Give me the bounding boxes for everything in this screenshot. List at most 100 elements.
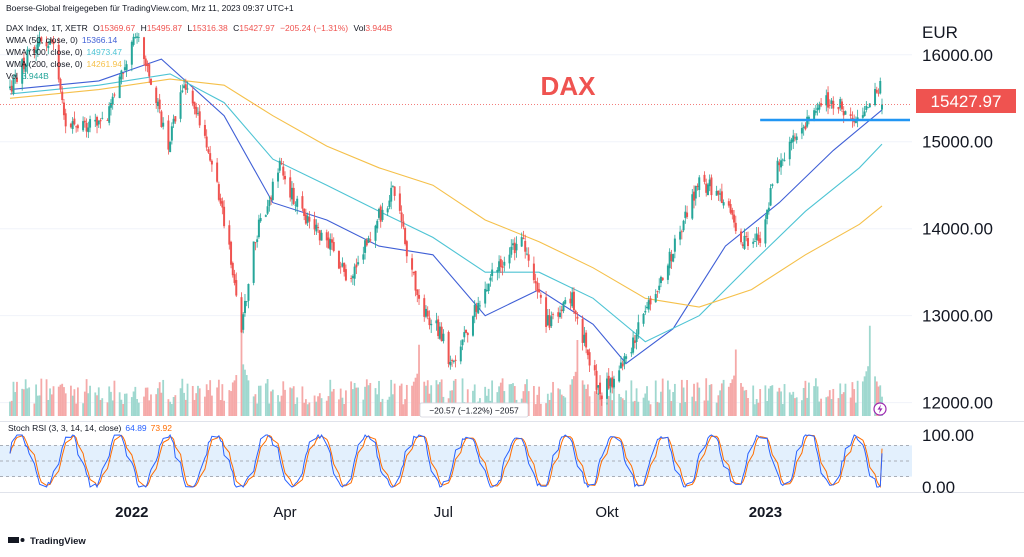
volume-bar [247, 380, 250, 416]
volume-bar [667, 380, 669, 416]
candle-body [296, 198, 299, 207]
candle-body [759, 238, 762, 243]
volume-bar [759, 389, 762, 416]
volume-bar [296, 397, 299, 416]
candle-body [73, 118, 76, 125]
candle-body [447, 332, 450, 365]
volume-bar [668, 389, 671, 416]
volume-bar [291, 388, 293, 416]
volume-bar [696, 382, 699, 416]
volume-bar [769, 386, 772, 416]
volume-bar [569, 384, 572, 416]
volume-bar [729, 383, 732, 416]
volume-bar [425, 385, 427, 416]
candle-body [284, 175, 287, 180]
volume-bar [329, 379, 332, 416]
volume-bar [733, 375, 735, 416]
candle-body [21, 59, 24, 84]
volume-bar [423, 381, 426, 416]
candle-body [391, 186, 394, 187]
stoch-d-line [9, 434, 883, 488]
volume-bar [357, 387, 360, 416]
candle-body [536, 282, 539, 292]
candle-body [806, 116, 809, 127]
volume-bar [47, 399, 50, 416]
candle-body [174, 116, 177, 122]
candle-body [499, 259, 502, 267]
volume-bar [532, 386, 535, 416]
wma50-legend: WMA (50, close, 0) 15366.14 [6, 35, 118, 45]
volume-bar [193, 399, 196, 416]
volume-bar [75, 403, 78, 416]
candle-body [800, 128, 803, 134]
candle-body [290, 187, 293, 200]
candle-body [400, 212, 403, 222]
candle-body [430, 323, 433, 326]
candle-body [134, 37, 137, 38]
volume-bar [611, 400, 614, 416]
volume-bar [825, 397, 828, 416]
lightning-icon[interactable] [873, 402, 887, 416]
volume-bar [204, 396, 206, 416]
last-price-badge [916, 89, 1016, 113]
candle-body [240, 297, 243, 333]
volume-bar [82, 403, 85, 416]
candle-body [75, 126, 78, 128]
volume-bar [842, 392, 845, 416]
volume-bar [781, 403, 784, 416]
volume-bar [510, 383, 513, 416]
candle-body [301, 196, 304, 209]
candle-body [503, 261, 506, 266]
volume-bar [767, 388, 770, 416]
volume-bar [306, 404, 309, 416]
candle-body [167, 120, 170, 150]
volume-bar [294, 403, 297, 416]
volume-bar [110, 391, 112, 416]
stoch-k-line [9, 433, 883, 489]
volume-bar [217, 379, 220, 416]
candle-body [755, 233, 758, 240]
legend-vol-label: Vol [354, 23, 366, 33]
candle-body [149, 78, 152, 85]
candle-body [837, 107, 840, 110]
wma100-legend: WMA (100, close, 0) 14973.47 [6, 47, 122, 57]
candle-body [94, 119, 97, 122]
volume-bar [101, 398, 104, 416]
candle-body [731, 210, 734, 215]
candle-body [245, 301, 248, 303]
candle-body [853, 120, 856, 123]
candle-body [546, 315, 549, 326]
candle-body [649, 298, 652, 305]
candle-body [96, 116, 99, 126]
candle-body [621, 363, 624, 367]
candle-body [508, 254, 511, 264]
candle-body [278, 160, 281, 171]
candle-body [792, 135, 795, 142]
candle-body [424, 308, 427, 317]
candle-body [781, 159, 784, 161]
candle-body [569, 298, 572, 304]
candle-body [705, 183, 708, 193]
volume-bar [186, 383, 189, 416]
volume-bar [783, 384, 786, 416]
volume-bar [581, 380, 584, 416]
candle-body [839, 99, 842, 108]
volume-bar [404, 399, 406, 416]
candle-body [137, 37, 140, 38]
wma100-value: 14973.47 [87, 47, 123, 57]
candle-body [411, 258, 414, 270]
volume-bar [484, 386, 487, 416]
volume-bar [345, 390, 347, 416]
candle-body [217, 184, 220, 200]
volume-bar [828, 390, 831, 416]
volume-bar [576, 340, 579, 416]
candle-body [673, 238, 676, 252]
candle-body [172, 118, 175, 124]
candle-body [143, 37, 146, 59]
volume-bar [52, 386, 55, 416]
volume-bar [174, 395, 177, 416]
candle-body [289, 177, 292, 198]
volume-bar [353, 382, 356, 416]
candle-body [193, 101, 196, 109]
